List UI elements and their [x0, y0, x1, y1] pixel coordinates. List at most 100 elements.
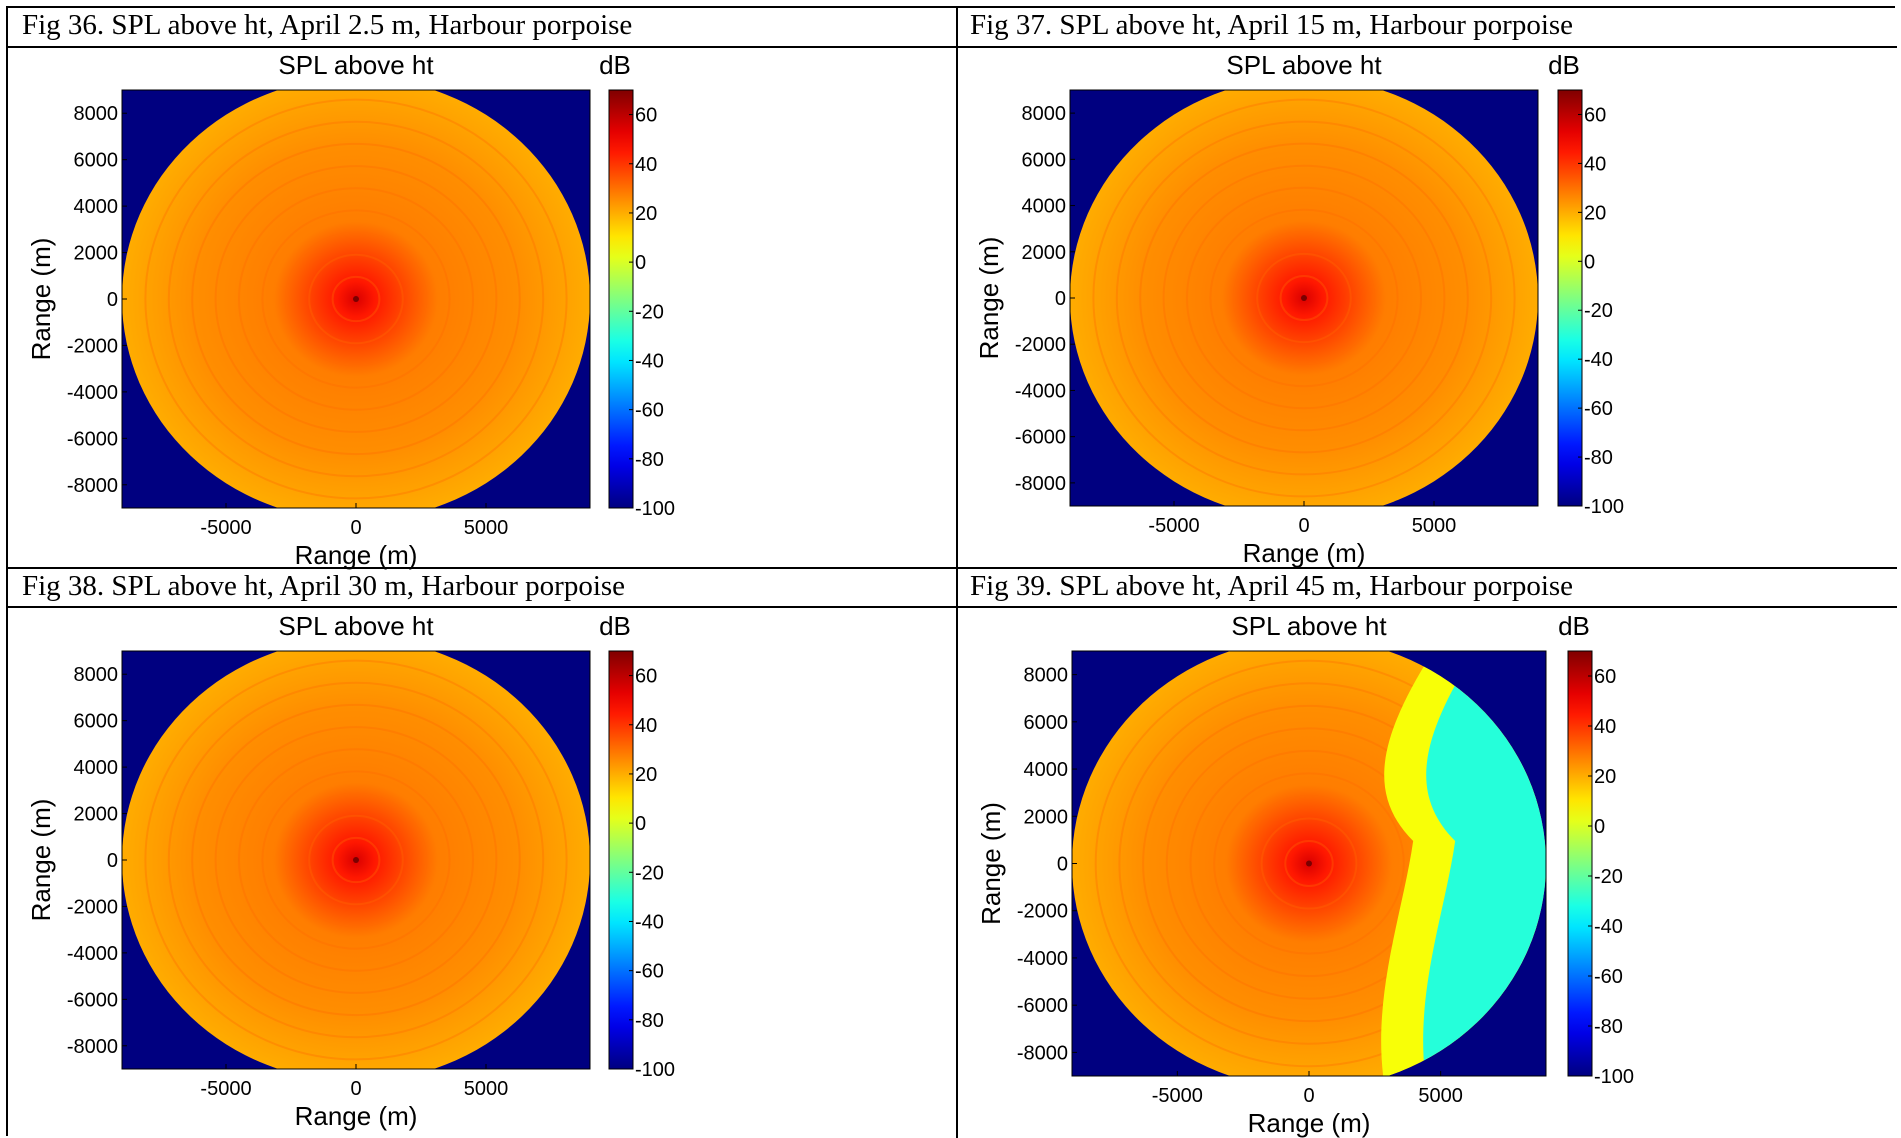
x-tick-label: -5000	[200, 1078, 251, 1100]
y-tick-label: -6000	[67, 428, 118, 450]
ripple-ring	[238, 748, 474, 972]
spl-heatmap-panel: SPL above ht Range (m) Range (m) -5000 0 5000…	[976, 611, 1634, 1138]
colorbar-tick-label: -40	[1594, 916, 1623, 938]
y-tick-label: 0	[1057, 854, 1068, 876]
colorbar-unit-label: dB	[599, 611, 631, 641]
ripple-ring	[1284, 839, 1334, 888]
colorbar-tick-label: 0	[1594, 816, 1605, 838]
figure-caption: Fig 36. SPL above ht, April 2.5 m, Harbo…	[22, 9, 633, 41]
colorbar-tick-label: -100	[635, 498, 675, 520]
x-axis-label: Range (m)	[295, 540, 418, 570]
ripple-ring	[1162, 164, 1446, 432]
ripple-ring	[1279, 274, 1329, 322]
colorbar-tick-label: -60	[635, 961, 664, 983]
x-tick-label: 5000	[464, 1078, 509, 1100]
colorbar	[608, 650, 634, 1070]
colorbar-tick-label: -60	[1594, 966, 1623, 988]
chart-title: SPL above ht	[1226, 50, 1382, 80]
y-tick-label: 0	[1055, 288, 1066, 310]
y-tick-label: 6000	[1022, 149, 1067, 171]
ripple-ring	[331, 836, 381, 884]
x-axis-label: Range (m)	[1243, 538, 1366, 568]
colorbar-tick-label: -20	[635, 301, 664, 323]
colorbar-tick-label: 60	[635, 105, 657, 127]
ripple-ring	[1186, 186, 1422, 410]
y-tick-label: -2000	[67, 335, 118, 357]
colorbar	[608, 89, 634, 509]
x-axis-label: Range (m)	[1248, 1108, 1371, 1138]
colorbar-tick-label: 40	[635, 715, 657, 737]
table-row-divider	[8, 567, 1897, 569]
ripple-ring	[1092, 98, 1516, 498]
x-tick-label: 5000	[464, 517, 509, 539]
colorbar-tick-label: -80	[635, 1010, 664, 1032]
y-axis-label: Range (m)	[26, 238, 56, 361]
x-tick-label: 0	[1303, 1085, 1314, 1107]
heatmap-field	[1072, 651, 1546, 1076]
colorbar-unit-label: dB	[1548, 50, 1580, 80]
y-tick-label: -8000	[67, 475, 118, 497]
colorbar	[1567, 650, 1593, 1077]
ripple-ring	[1260, 817, 1358, 910]
y-tick-label: -8000	[1015, 473, 1066, 495]
y-tick-label: 8000	[74, 103, 119, 125]
ripple-ring	[144, 98, 568, 500]
colorbar-tick-label: 0	[635, 252, 646, 274]
y-tick-label: 0	[107, 289, 118, 311]
source-marker	[1301, 295, 1307, 301]
colorbar-tick-label: -40	[635, 350, 664, 372]
colorbar-tick-label: -60	[635, 400, 664, 422]
colorbar-tick-label: 40	[635, 154, 657, 176]
y-tick-label: -6000	[1015, 427, 1066, 449]
figure-caption: Fig 39. SPL above ht, April 45 m, Harbou…	[970, 570, 1574, 602]
ripple-ring	[214, 165, 498, 433]
ripple-ring	[191, 703, 521, 1017]
y-tick-label: -2000	[1017, 901, 1068, 923]
y-tick-label: -4000	[1015, 380, 1066, 402]
ripple-ring	[284, 792, 428, 928]
ripple-ring	[1256, 252, 1352, 344]
y-tick-label: 2000	[1022, 242, 1067, 264]
colorbar-tick-label: 60	[1584, 104, 1606, 126]
ripple-ring	[1236, 794, 1382, 933]
ripple-ring	[1139, 142, 1469, 454]
y-axis-label: Range (m)	[974, 237, 1004, 360]
y-tick-label: 6000	[1024, 712, 1069, 734]
y-tick-label: -6000	[1017, 995, 1068, 1017]
y-tick-label: -2000	[1015, 334, 1066, 356]
y-tick-label: -6000	[67, 989, 118, 1011]
spl-heatmap-panel: SPL above ht Range (m) Range (m) -5000 0 5000…	[26, 50, 675, 570]
x-tick-label: -5000	[1152, 1085, 1203, 1107]
ripple-ring	[167, 681, 545, 1039]
ripple-ring	[261, 209, 451, 389]
colorbar-tick-label: 40	[1584, 153, 1606, 175]
y-tick-label: 4000	[1022, 196, 1067, 218]
y-tick-label: 0	[107, 850, 118, 872]
source-marker	[1306, 860, 1312, 867]
y-tick-label: 8000	[1022, 103, 1067, 125]
ripple-ring	[1209, 208, 1399, 388]
x-tick-label: 5000	[1418, 1085, 1463, 1107]
x-tick-label: 0	[1298, 515, 1309, 537]
y-tick-label: 2000	[1024, 806, 1069, 828]
table-row-divider	[8, 606, 1897, 608]
y-tick-label: -4000	[67, 382, 118, 404]
spl-heatmap-panel: SPL above ht Range (m) Range (m) -5000 0 5000…	[26, 611, 675, 1131]
ripple-ring	[308, 253, 404, 345]
y-tick-label: 4000	[1024, 759, 1069, 781]
y-axis-label: Range (m)	[26, 799, 56, 922]
colorbar-tick-label: -80	[635, 449, 664, 471]
colorbar-unit-label: dB	[599, 50, 631, 80]
y-tick-label: 2000	[74, 804, 119, 826]
y-tick-label: 2000	[74, 243, 119, 265]
y-tick-label: 6000	[74, 711, 119, 733]
figure-caption: Fig 37. SPL above ht, April 15 m, Harbou…	[970, 9, 1574, 41]
table-column-divider	[956, 8, 958, 1138]
ripple-ring	[331, 275, 381, 323]
colorbar-tick-label: 60	[1594, 666, 1616, 688]
spl-heatmap-panel: SPL above ht Range (m) Range (m) -5000 0 5000…	[974, 50, 1624, 568]
y-axis-label: Range (m)	[976, 802, 1006, 925]
ripple-ring	[238, 187, 474, 411]
colorbar-tick-label: -100	[1584, 496, 1624, 518]
